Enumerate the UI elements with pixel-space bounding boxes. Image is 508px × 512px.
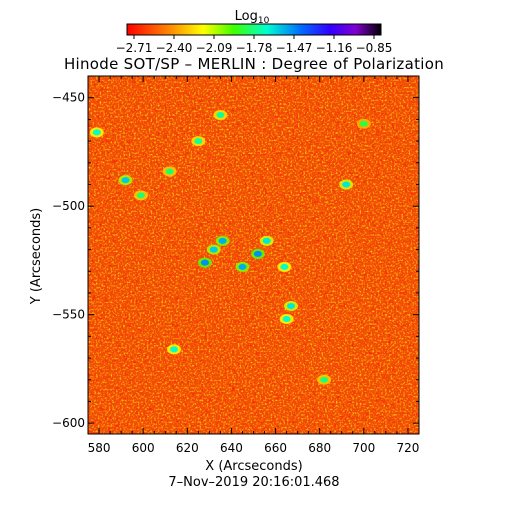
y-tick-label: −450	[52, 91, 85, 105]
colorbar-ticks: −2.71 −2.40 −2.09 −1.78 −1.47 −1.16 −0.85	[116, 35, 393, 55]
y-axis: −450 −500 −550 −600	[52, 75, 419, 430]
x-tick-label: 600	[132, 441, 155, 455]
colorbar-tick-label: −0.85	[356, 41, 393, 55]
x-tick-label: 580	[88, 441, 111, 455]
heatmap-feature	[253, 250, 262, 257]
y-tick-label: −550	[52, 308, 85, 322]
heatmap-feature	[359, 120, 368, 127]
heatmap-feature	[282, 316, 291, 323]
colorbar-gradient	[126, 23, 382, 36]
heatmap-feature	[200, 259, 209, 266]
footer-timestamp: 7–Nov–2019 20:16:01.468	[168, 475, 339, 490]
x-tick-label: 720	[397, 441, 420, 455]
x-axis: 580 600 620 640 660 680 700 720	[87, 76, 420, 455]
heatmap-feature	[170, 346, 179, 353]
colorbar-tick-label: −2.40	[156, 41, 193, 55]
x-tick-label: 640	[220, 441, 243, 455]
x-tick-label: 620	[176, 441, 199, 455]
chart-title: Hinode SOT/SP – MERLIN : Degree of Polar…	[64, 55, 444, 73]
colorbar-tick-label: −1.47	[276, 41, 313, 55]
colorbar-tick-label: −1.16	[316, 41, 353, 55]
x-tick-label: 660	[264, 441, 287, 455]
heatmap-feature	[194, 138, 203, 145]
y-axis-label: Y (Arcseconds)	[29, 208, 44, 305]
colorbar-tick-label: −2.71	[116, 41, 153, 55]
heatmap-feature	[238, 263, 247, 270]
heatmap-feature	[262, 237, 271, 244]
heatmap-feature	[280, 263, 289, 270]
colorbar-label: Log10	[235, 9, 270, 26]
colorbar-tick-label: −2.09	[196, 41, 233, 55]
plot-area	[88, 76, 419, 434]
colorbar-label-sub: 10	[258, 16, 270, 26]
colorbar-label-main: Log	[235, 9, 258, 24]
heatmap-feature	[209, 246, 218, 253]
heatmap-feature	[136, 192, 145, 199]
heatmap-feature	[121, 177, 130, 184]
heatmap-feature	[320, 376, 329, 383]
x-axis-label: X (Arcseconds)	[205, 459, 302, 474]
heatmap-feature	[92, 129, 101, 136]
heatmap-feature	[342, 181, 351, 188]
colorbar-tick-label: −1.78	[236, 41, 273, 55]
y-tick-label: −500	[52, 199, 85, 213]
colorbar: Log10 −2.71 −2.40 −2.09 −1.78 −1.47 −1.16 −0.8…	[116, 9, 393, 55]
heatmap-feature	[287, 302, 296, 309]
heatmap-feature	[218, 237, 227, 244]
x-tick-label: 700	[352, 441, 375, 455]
heatmap-feature	[216, 112, 225, 119]
x-tick-label: 680	[308, 441, 331, 455]
heatmap-feature	[165, 168, 174, 175]
heatmap-features	[89, 110, 371, 385]
y-tick-label: −600	[52, 416, 85, 430]
